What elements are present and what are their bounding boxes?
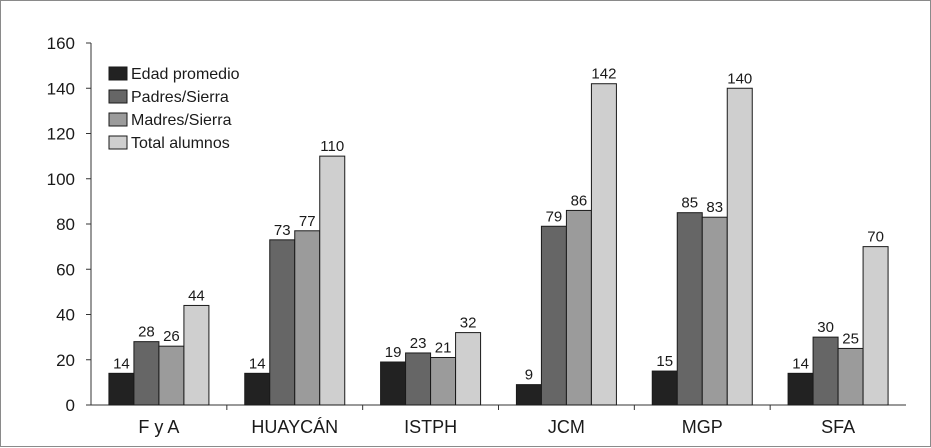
- data-label: 19: [385, 344, 402, 361]
- bar: [133, 341, 160, 406]
- y-tick-label: 60: [56, 260, 75, 279]
- bar: [590, 83, 617, 406]
- data-label: 15: [656, 353, 673, 370]
- y-tick-label: 120: [47, 125, 75, 144]
- data-label: 14: [792, 355, 809, 372]
- y-tick-label: 20: [56, 351, 75, 370]
- chart-bars: [108, 83, 889, 406]
- chart-legend: Edad promedio Padres/Sierra Madres/Sierra T…: [108, 66, 240, 152]
- bar: [244, 372, 271, 406]
- legend-entry: Total alumnos: [131, 135, 230, 152]
- legend-swatch: [108, 135, 128, 150]
- data-label: 25: [842, 330, 859, 347]
- data-label: 79: [546, 208, 563, 225]
- x-category-label: MGP: [682, 417, 723, 437]
- bar: [515, 384, 542, 406]
- data-label: 14: [113, 355, 130, 372]
- data-label: 110: [320, 138, 344, 155]
- x-category-label: ISTPH: [404, 417, 457, 437]
- legend-entry: Padres/Sierra: [131, 89, 229, 106]
- bar: [405, 352, 432, 406]
- bar: [862, 246, 889, 406]
- bar: [183, 304, 210, 406]
- y-tick-label: 40: [56, 306, 75, 325]
- y-tick-label: 0: [66, 396, 75, 415]
- bar: [812, 336, 839, 406]
- data-label: 26: [163, 328, 180, 345]
- bar: [787, 372, 814, 406]
- bar: [701, 216, 728, 406]
- data-label: 23: [410, 335, 427, 352]
- data-label: 21: [435, 339, 452, 356]
- data-label: 14: [249, 355, 266, 372]
- bar: [158, 345, 185, 406]
- y-tick-label: 80: [56, 215, 75, 234]
- data-label: 70: [867, 229, 884, 246]
- bar: [319, 155, 346, 406]
- data-label: 142: [591, 66, 616, 83]
- bar: [430, 356, 457, 406]
- bar: [540, 225, 567, 406]
- data-label: 86: [571, 192, 588, 209]
- data-label: 9: [525, 367, 533, 384]
- x-category-label: JCM: [548, 417, 585, 437]
- bar: [108, 372, 135, 406]
- legend-entry: Madres/Sierra: [131, 112, 232, 129]
- x-category-label: SFA: [821, 417, 855, 437]
- y-tick-label: 140: [47, 79, 75, 98]
- data-label: 73: [274, 222, 291, 239]
- bar: [565, 209, 592, 406]
- chart-data-labels: 14 28 26 44 14 73 77 110 19 23 21 32 9 79 86 142 15 85 83 1…: [113, 66, 884, 384]
- legend-swatch: [108, 112, 128, 127]
- legend-swatch: [108, 89, 128, 104]
- data-label: 77: [299, 213, 316, 230]
- bar: [676, 212, 703, 406]
- data-label: 44: [188, 287, 205, 304]
- bar: [726, 87, 753, 406]
- y-tick-label: 100: [47, 170, 75, 189]
- legend-entry: Edad promedio: [131, 66, 240, 83]
- x-category-label: F y A: [138, 417, 179, 437]
- y-tick-label: 160: [47, 34, 75, 53]
- x-category-label: HUAYCÁN: [251, 417, 338, 437]
- data-label: 140: [727, 70, 752, 87]
- bar: [651, 370, 678, 406]
- data-label: 32: [460, 315, 477, 332]
- data-label: 85: [681, 195, 698, 212]
- bar: [269, 239, 296, 406]
- data-label: 83: [706, 199, 723, 216]
- bar: [837, 347, 864, 406]
- bar: [294, 230, 321, 406]
- data-label: 30: [817, 319, 834, 336]
- bar: [455, 332, 482, 406]
- chart-axes: 0 20 40 60 80 100 120 140 160 F y A HUAYCÁN ISTPH JC…: [47, 34, 906, 437]
- data-label: 28: [138, 324, 155, 341]
- bar: [380, 361, 407, 406]
- legend-swatch: [108, 66, 128, 81]
